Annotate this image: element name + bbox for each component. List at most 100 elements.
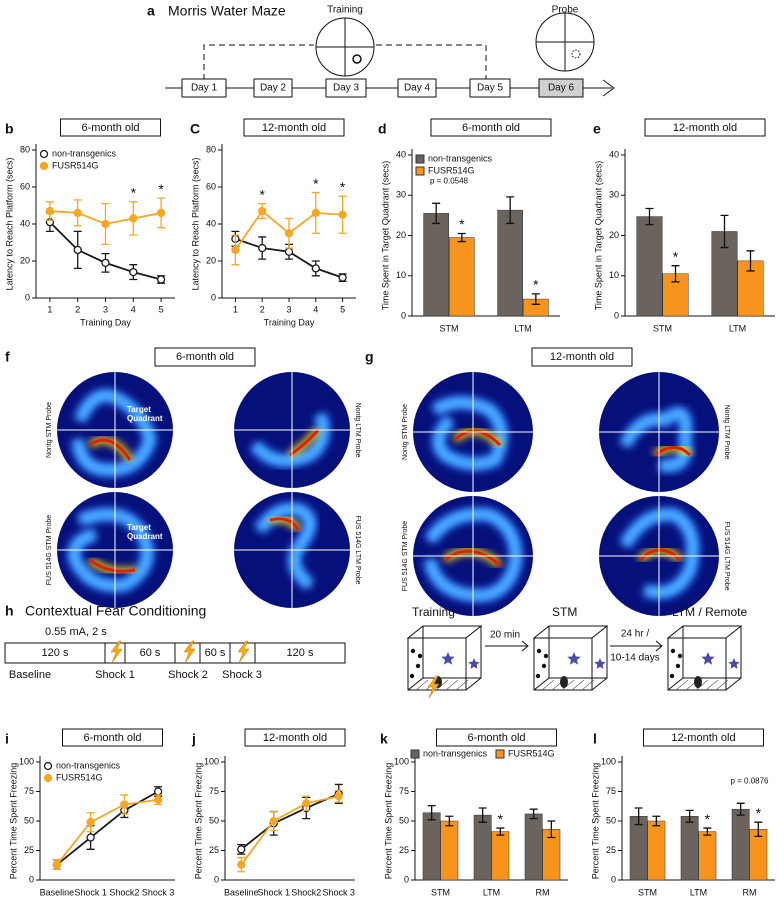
point <box>258 206 267 216</box>
wall-star <box>594 658 606 669</box>
significance: * <box>313 175 319 191</box>
x-tick-label: 1 <box>233 304 238 314</box>
panel-title: Contextual Fear Conditioning <box>25 603 206 619</box>
y-tick-label: 50 <box>399 815 409 825</box>
point <box>237 860 246 869</box>
legend-label: FUSR514G <box>428 165 475 175</box>
point <box>120 800 129 809</box>
y-tick-label: 25 <box>209 845 219 855</box>
shock-icon <box>237 640 250 664</box>
heatmap <box>618 406 693 473</box>
significance: * <box>498 811 504 827</box>
delay-label: 24 hr / <box>621 629 650 640</box>
probe-label: FUS 514G STM Probe <box>46 515 53 586</box>
context-box <box>406 625 483 691</box>
heatmap <box>71 388 158 478</box>
wall-star <box>468 658 480 669</box>
y-tick-label: 100 <box>601 756 616 766</box>
chart-title: 12-month old <box>263 732 327 744</box>
x-tick-label: 5 <box>340 304 345 314</box>
y-tick-label: 75 <box>209 786 219 796</box>
probe-label: Nontg LTM Probe <box>354 403 361 458</box>
legend-label: non-transgenics <box>423 748 488 758</box>
error-bar <box>685 809 694 823</box>
grid-floor <box>455 679 469 691</box>
point <box>284 247 294 256</box>
point <box>101 219 110 229</box>
series-line <box>56 790 159 866</box>
x-tick-label: 4 <box>313 304 318 314</box>
y-tick-label: 0 <box>404 874 409 884</box>
point <box>338 210 347 219</box>
y-tick-label: 75 <box>24 786 34 796</box>
day-label: Day 1 <box>191 83 218 94</box>
series-line <box>240 795 339 866</box>
point <box>284 229 294 238</box>
y-tick-label: 25 <box>399 845 409 855</box>
legend-label: non-transgenics <box>56 760 121 770</box>
point <box>156 208 166 218</box>
day-box <box>538 78 584 98</box>
chart: l 12-month old Percent Time Spent Freezing… <box>590 728 775 897</box>
legend-swatch <box>43 761 53 771</box>
title-box <box>62 728 163 747</box>
x-tick-label: RM <box>536 887 550 897</box>
panel-title: 6-month old <box>176 351 234 363</box>
chart: k 6-month old Percent Time Spent Freezing 0… <box>380 728 568 897</box>
panel-label: j <box>191 731 196 747</box>
chart-title: 12-month old <box>262 122 326 134</box>
title-box <box>436 728 557 747</box>
day-box <box>181 78 227 98</box>
mouse <box>560 676 568 688</box>
annotation: p = 0.0548 <box>430 176 469 185</box>
event-label: Shock 1 <box>95 669 135 681</box>
heat-hot <box>638 548 682 562</box>
y-tick-label: 25 <box>24 845 34 855</box>
legend-swatch <box>495 749 505 759</box>
significance: * <box>533 277 539 293</box>
y-tick-label: 0 <box>211 292 216 302</box>
panel-title: Morris Water Maze <box>168 3 286 19</box>
error-bar <box>754 821 763 837</box>
target-label: Target <box>127 405 151 414</box>
title-box <box>643 728 764 747</box>
legend-label: non-transgenics <box>428 153 493 163</box>
y-axis-label: Percent Time Spent Freezing <box>590 763 600 880</box>
context-label: LTM / Remote <box>672 605 747 619</box>
y-axis-label: Time Spent in Target Quadrant (secs) <box>380 161 390 311</box>
probe-label: Nontg STM Probe <box>402 404 409 460</box>
legend-label: non-transgenics <box>52 148 117 158</box>
y-tick-label: 20 <box>609 230 619 240</box>
x-tick-label: RM <box>743 887 757 897</box>
mouse <box>694 676 702 688</box>
wall-dot <box>410 648 416 654</box>
x-tick-label: 4 <box>131 304 136 314</box>
y-tick-label: 80 <box>206 144 216 154</box>
probe-label: FUS 514G LTM Probe <box>354 515 361 584</box>
significance: * <box>673 248 679 264</box>
point <box>237 845 246 854</box>
bar <box>423 213 449 317</box>
legend-label: FUSR514G <box>56 772 103 782</box>
day-label: Day 2 <box>260 83 287 94</box>
target-label: Quadrant <box>127 532 163 541</box>
point <box>73 208 82 218</box>
interval-label: 120 s <box>42 647 69 659</box>
error-bar <box>506 196 515 225</box>
panel-label: f <box>5 349 10 365</box>
point <box>86 833 95 842</box>
panel-label: a <box>147 3 155 19</box>
error-bar <box>531 293 540 305</box>
error-bar <box>496 827 505 836</box>
significance: * <box>340 179 346 195</box>
bar <box>629 816 648 881</box>
chart: d 6-month old Time Spent in Target Quadran… <box>378 118 560 333</box>
context-label: Training <box>412 605 455 619</box>
event-label: Baseline <box>9 669 51 681</box>
heat-trace <box>75 393 153 473</box>
y-tick-label: 60 <box>206 181 216 191</box>
bar <box>680 816 699 881</box>
error-bar <box>634 807 643 826</box>
bar <box>449 237 475 317</box>
